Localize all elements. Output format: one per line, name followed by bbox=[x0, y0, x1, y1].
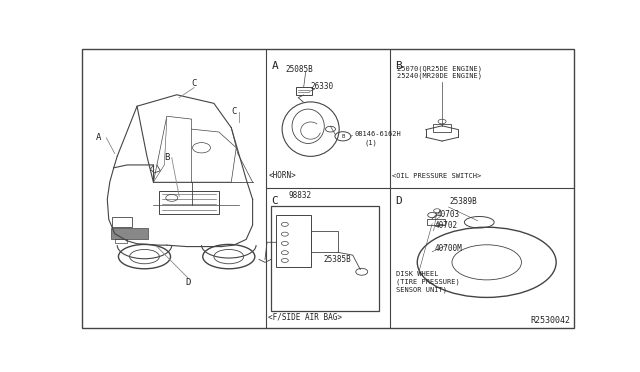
Text: 98832: 98832 bbox=[288, 191, 312, 200]
Text: 25070(QR25DE ENGINE): 25070(QR25DE ENGINE) bbox=[397, 65, 483, 72]
Text: D: D bbox=[186, 278, 191, 287]
Bar bbox=[433, 124, 451, 132]
Text: A: A bbox=[271, 61, 278, 71]
Text: R2530042: R2530042 bbox=[530, 316, 570, 325]
Bar bbox=[159, 191, 219, 214]
Text: DISK WHEEL
(TIRE PRESSURE)
SENSOR UNIT): DISK WHEEL (TIRE PRESSURE) SENSOR UNIT) bbox=[396, 271, 460, 293]
Text: 08146-6162H: 08146-6162H bbox=[355, 131, 401, 137]
Bar bbox=[310, 231, 338, 252]
Text: C: C bbox=[191, 79, 196, 88]
Text: (1): (1) bbox=[364, 140, 377, 147]
Text: 25240(MR20DE ENGINE): 25240(MR20DE ENGINE) bbox=[397, 73, 483, 79]
Text: <HORN>: <HORN> bbox=[269, 171, 296, 180]
Bar bbox=[428, 219, 445, 225]
Text: C: C bbox=[271, 196, 278, 206]
Bar bbox=[296, 87, 312, 95]
Text: 25385B: 25385B bbox=[323, 255, 351, 264]
Bar bbox=[271, 206, 379, 311]
Text: 40703: 40703 bbox=[437, 209, 460, 218]
Text: <OIL PRESSURE SWITCH>: <OIL PRESSURE SWITCH> bbox=[392, 173, 482, 179]
Bar bbox=[276, 215, 310, 267]
Text: 25389B: 25389B bbox=[449, 197, 477, 206]
Text: 25085B: 25085B bbox=[286, 65, 314, 74]
Bar bbox=[112, 217, 132, 227]
Text: 40702: 40702 bbox=[435, 221, 458, 230]
Text: D: D bbox=[396, 196, 402, 206]
Text: A: A bbox=[96, 133, 102, 142]
Bar bbox=[111, 228, 148, 240]
Text: 26330: 26330 bbox=[310, 82, 334, 91]
Text: B: B bbox=[341, 134, 344, 139]
Text: B: B bbox=[164, 153, 170, 162]
Text: C: C bbox=[231, 108, 236, 116]
Text: 40700M: 40700M bbox=[435, 244, 462, 253]
Text: B: B bbox=[396, 61, 402, 71]
Text: <F/SIDE AIR BAG>: <F/SIDE AIR BAG> bbox=[269, 312, 342, 322]
